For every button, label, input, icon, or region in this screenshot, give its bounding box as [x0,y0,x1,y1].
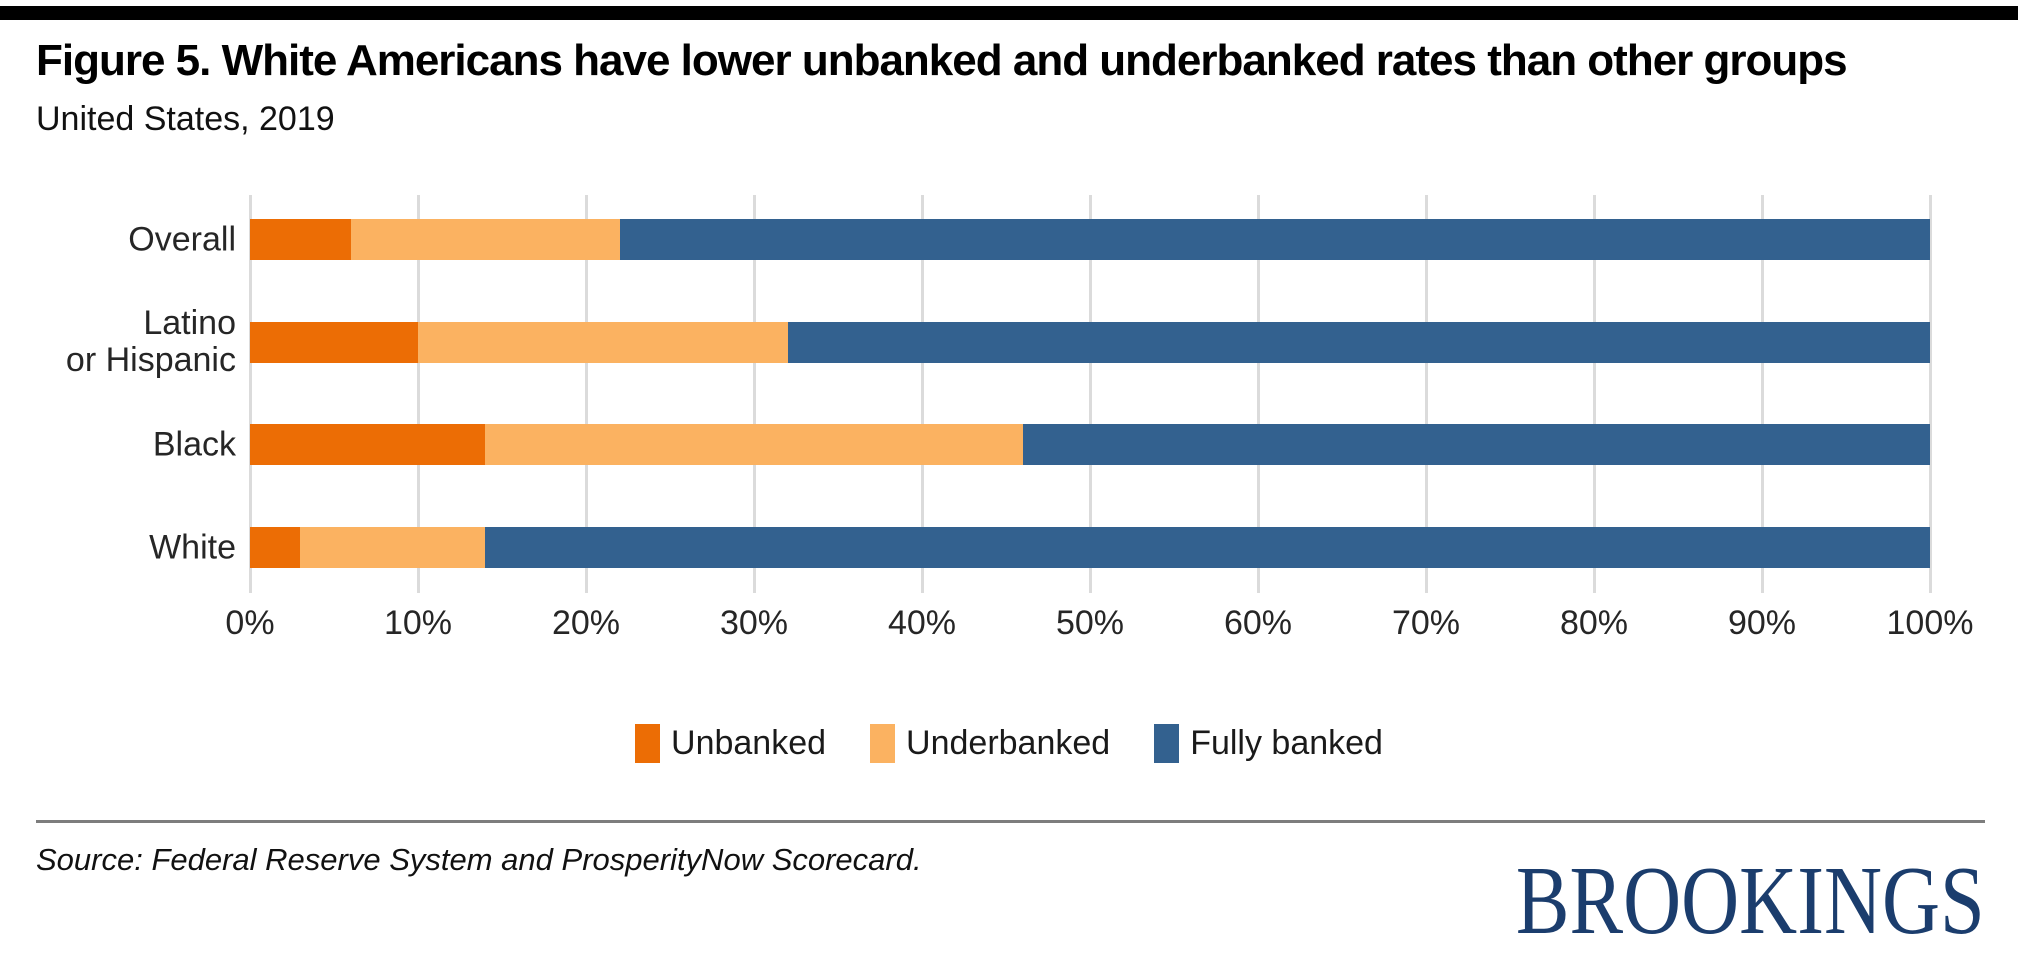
bar-segment-fully-banked [485,527,1930,569]
bar-segment-unbanked [250,527,301,569]
x-tick-label: 60% [1223,604,1293,642]
bar-segment-unbanked [250,424,486,466]
bar-segment-fully-banked [1022,424,1930,466]
bar-segment-unbanked [250,321,418,363]
legend-item: Fully banked [1154,723,1383,763]
legend-label: Fully banked [1190,723,1383,762]
gridline [1928,195,1932,593]
gridline [752,195,756,593]
x-tick-label: 30% [719,604,789,642]
gridline [1424,195,1428,593]
category-label: Overall [128,220,236,258]
gridline [1760,195,1764,593]
figure-subtitle: United States, 2019 [36,100,335,138]
category-label: White [149,528,236,567]
top-black-bar [0,6,2018,20]
x-tick-label: 80% [1559,604,1629,642]
gridline [248,195,252,593]
x-tick-label: 40% [887,604,957,642]
gridline [1088,195,1092,593]
legend-item: Unbanked [635,723,827,763]
gridline [416,195,420,593]
bar-segment-underbanked [350,219,620,260]
legend-swatch [870,723,896,763]
legend-swatch [1154,723,1180,763]
x-tick-label: 50% [1055,604,1125,642]
gridline [1256,195,1260,593]
x-tick-label: 10% [383,604,453,642]
x-tick-label: 70% [1391,604,1461,642]
legend-swatch [635,723,661,763]
x-tick-label: 20% [551,604,621,642]
legend-label: Unbanked [671,723,827,762]
bar-segment-underbanked [418,321,788,363]
figure-title: Figure 5. White Americans have lower unb… [36,36,1848,85]
x-tick-label: 90% [1727,604,1797,642]
x-tick-label: 0% [225,604,275,642]
bar-segment-fully-banked [787,321,1930,363]
bar-segment-unbanked [250,219,351,260]
footer-divider [36,820,1985,823]
gridline [920,195,924,593]
bar-segment-underbanked [300,527,486,569]
source-note: Source: Federal Reserve System and Prosp… [36,842,922,877]
legend-label: Underbanked [906,723,1111,762]
gridline [1592,195,1596,593]
bar-segment-fully-banked [619,219,1930,260]
legend-item: Underbanked [870,723,1111,763]
category-label: Latino or Hispanic [65,304,236,380]
gridline [584,195,588,593]
category-label: Black [152,425,236,464]
chart-legend: Unbanked Underbanked Fully banked [0,718,2018,768]
brookings-logo: BROOKINGS [1516,847,1985,955]
bar-segment-underbanked [485,424,1023,466]
x-tick-label: 100% [1886,604,1974,642]
